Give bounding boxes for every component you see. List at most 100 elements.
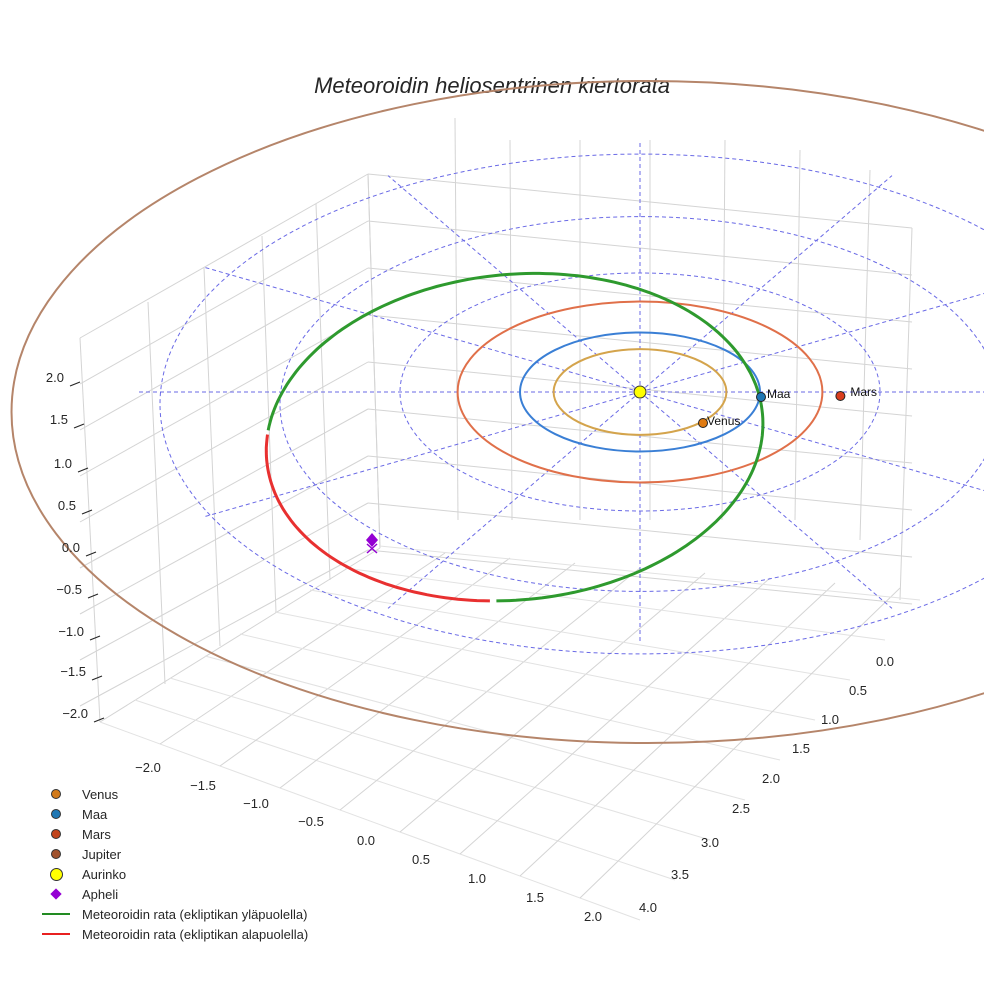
grid-line-floor-b-1 xyxy=(134,699,676,881)
x-tick-label: −1.0 xyxy=(243,796,269,811)
chart-title: Meteoroidin heliosentrinen kiertorata xyxy=(314,73,670,98)
grid-line-floor-a-6 xyxy=(459,577,771,855)
z-tick-label: 0.0 xyxy=(62,540,80,555)
grid-line-floor-b-0 xyxy=(99,721,641,921)
ecliptic-spoke-10 xyxy=(639,175,893,393)
mars-marker xyxy=(835,391,846,401)
y-tick-label: 2.5 xyxy=(732,801,750,816)
legend-item-orbit-above: Meteoroidin rata (ekliptikan yläpuolella… xyxy=(36,904,308,924)
y-tick-label: 0.0 xyxy=(876,654,894,669)
red-line-icon xyxy=(42,933,70,935)
grid-line-floor-b-4 xyxy=(239,633,781,761)
grid-line-floor-b-3 xyxy=(204,655,746,801)
y-tick-label: 4.0 xyxy=(639,900,657,915)
legend-item-apheli: Apheli xyxy=(36,884,308,904)
sun-marker xyxy=(633,385,647,399)
grid-line-floor-a-7 xyxy=(519,582,836,877)
earth-label: Maa xyxy=(767,387,791,401)
legend-label: Mars xyxy=(82,826,111,842)
jupiter-orbit xyxy=(10,80,984,744)
legend-label: Meteoroidin rata (ekliptikan alapuolella… xyxy=(82,926,309,942)
z-tick-label: −2.0 xyxy=(62,706,88,721)
grid-line-h-left-5 xyxy=(79,408,369,569)
x-tick-label: 0.0 xyxy=(357,833,375,848)
legend-label: Jupiter xyxy=(82,846,122,862)
earth-marker xyxy=(756,392,766,402)
x-tick-label: 1.0 xyxy=(468,871,486,886)
meteoroid-orbit-above xyxy=(266,271,765,603)
z-tick-mark xyxy=(77,467,89,473)
maa-orbit xyxy=(519,331,761,453)
grid-line-back-8 xyxy=(899,227,913,601)
legend-label: Meteoroidin rata (ekliptikan yläpuolella… xyxy=(82,906,308,922)
jupiter-marker-icon xyxy=(51,849,61,859)
x-tick-label: −2.0 xyxy=(135,760,161,775)
venus-marker xyxy=(698,418,708,428)
grid-line-left-0 xyxy=(79,337,101,723)
grid-line-floor-a-3 xyxy=(279,562,576,789)
grid-line-back-2 xyxy=(509,139,513,521)
grid-line-floor-b-5 xyxy=(274,611,816,721)
grid-line-back-7 xyxy=(859,169,871,541)
y-tick-label: 0.5 xyxy=(849,683,867,698)
grid-line-floor-a-4 xyxy=(339,567,641,811)
legend-label: Aurinko xyxy=(82,866,127,882)
grid-line-back-6 xyxy=(794,149,801,521)
grid-line-h-left-2 xyxy=(79,267,369,431)
ecliptic-circle-3 xyxy=(159,153,984,655)
venus-label: Venus xyxy=(707,414,740,428)
grid-line-h-left-8 xyxy=(79,549,369,707)
grid-line-h-left-7 xyxy=(79,502,369,661)
mars-label: Mars xyxy=(850,385,877,399)
z-tick-label: 0.5 xyxy=(58,498,76,513)
z-tick-label: −1.0 xyxy=(58,624,84,639)
grid-line-floor-b-6 xyxy=(309,589,851,681)
z-tick-mark xyxy=(85,551,97,557)
green-line-icon xyxy=(42,913,70,915)
aphelion-diamond-icon xyxy=(50,888,62,900)
sun-marker-icon xyxy=(49,867,63,881)
legend-item-orbit-below: Meteoroidin rata (ekliptikan alapuolella… xyxy=(36,924,308,944)
grid-line-h-left-4 xyxy=(79,361,369,523)
z-tick-mark xyxy=(73,423,85,429)
mars-marker-icon xyxy=(51,829,61,839)
z-tick-mark xyxy=(89,635,101,641)
legend-label: Maa xyxy=(82,806,108,822)
legend-item-aurinko: Aurinko xyxy=(36,864,308,884)
venus-marker-icon xyxy=(51,789,61,799)
grid-line-floor-b-8 xyxy=(379,545,921,601)
grid-line-h-left-1 xyxy=(79,220,369,385)
ecliptic-spoke-7 xyxy=(203,266,641,393)
z-tick-label: −0.5 xyxy=(56,582,82,597)
ecliptic-spoke-2 xyxy=(639,391,893,609)
grid-line-back-5 xyxy=(721,139,726,521)
grid-line-floor-a-0 xyxy=(99,547,381,723)
y-tick-label: 1.0 xyxy=(821,712,839,727)
z-tick-mark xyxy=(69,381,81,387)
grid-line-floor-b-7 xyxy=(344,567,886,641)
legend-item-jupiter: Jupiter xyxy=(36,844,308,864)
grid-line-h-back-2 xyxy=(367,267,913,323)
z-tick-mark xyxy=(91,675,103,681)
legend-label: Apheli xyxy=(82,886,119,902)
ecliptic-spoke-1 xyxy=(639,391,984,491)
y-tick-label: 1.5 xyxy=(792,741,810,756)
x-tick-label: −0.5 xyxy=(298,814,324,829)
legend-label: Venus xyxy=(82,786,119,802)
ecliptic-spoke-4 xyxy=(387,391,641,609)
ecliptic-spoke-8 xyxy=(387,175,641,393)
grid-line-h-left-3 xyxy=(79,314,369,477)
aphelion-marker xyxy=(366,533,378,547)
grid-line-floor-a-8 xyxy=(579,587,901,899)
grid-line-back-0 xyxy=(367,173,381,549)
mars-orbit xyxy=(456,300,824,484)
x-tick-label: 1.5 xyxy=(526,890,544,905)
grid-line-floor-b-2 xyxy=(169,677,711,841)
x-tick-label: −1.5 xyxy=(190,778,216,793)
ecliptic-spoke-11 xyxy=(639,293,984,393)
grid-line-h-left-6 xyxy=(79,455,369,615)
grid-line-floor-a-2 xyxy=(219,557,511,767)
venus-orbit xyxy=(552,348,728,436)
z-tick-label: 1.5 xyxy=(50,412,68,427)
grid-line-left-1 xyxy=(147,301,166,685)
